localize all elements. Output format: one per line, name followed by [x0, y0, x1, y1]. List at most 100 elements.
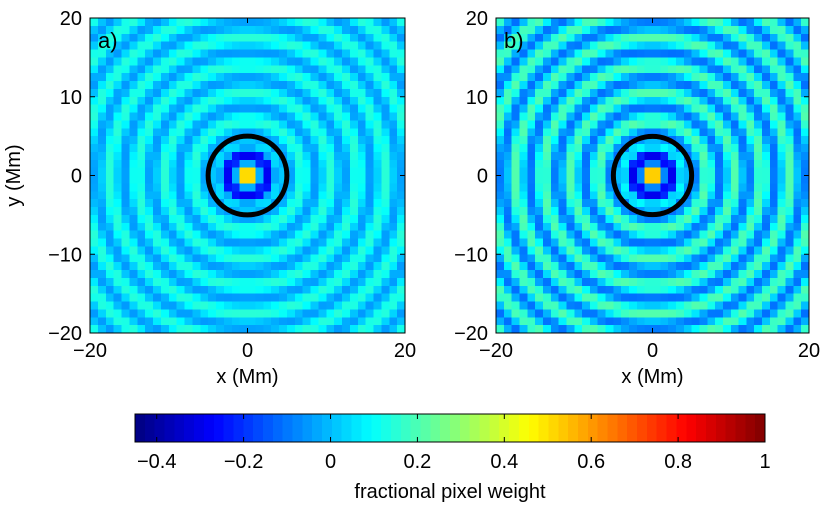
heatmap-cell: [621, 277, 630, 287]
heatmap-cell: [558, 144, 568, 153]
heatmap-cell: [652, 183, 661, 192]
heatmap-cell: [589, 309, 599, 318]
heatmap-cell: [279, 325, 288, 334]
heatmap-cell: [519, 325, 528, 334]
heatmap-cell: [137, 120, 146, 129]
heatmap-cell: [389, 136, 398, 145]
heatmap-cell: [200, 81, 209, 90]
heatmap-cell: [746, 222, 755, 232]
heatmap-cell: [137, 96, 146, 106]
heatmap-cell: [247, 120, 256, 129]
heatmap-cell: [605, 151, 614, 161]
heatmap-cell: [121, 73, 130, 82]
heatmap-cell: [652, 301, 661, 310]
heatmap-cell: [176, 49, 186, 58]
heatmap-cell: [318, 81, 327, 90]
heatmap-cell: [263, 159, 272, 169]
heatmap-cell: [216, 73, 225, 82]
heatmap-cell: [527, 120, 536, 129]
heatmap-cell: [200, 254, 209, 263]
heatmap-cell: [397, 199, 406, 208]
heatmap-cell: [168, 144, 178, 153]
heatmap-cell: [373, 191, 382, 200]
heatmap-cell: [605, 262, 614, 271]
heatmap-cell: [777, 175, 787, 184]
heatmap-cell: [683, 41, 693, 51]
heatmap-cell: [129, 191, 138, 200]
heatmap-cell: [574, 49, 583, 58]
heatmap-cell: [801, 151, 810, 161]
heatmap-cell: [629, 73, 638, 82]
heatmap-cell: [239, 112, 249, 121]
heatmap-cell: [675, 191, 685, 200]
heatmap-cell: [279, 270, 288, 279]
heatmap-cell: [707, 293, 716, 303]
colorbar-tick-label: 0.6: [577, 451, 605, 473]
heatmap-cell: [349, 88, 359, 98]
heatmap-cell: [373, 207, 382, 216]
heatmap-cell: [722, 18, 732, 27]
heatmap-cell: [629, 96, 638, 106]
heatmap-cell: [699, 293, 708, 303]
heatmap-cell: [715, 222, 724, 232]
heatmap-cell: [707, 207, 716, 216]
heatmap-cell: [636, 199, 646, 208]
heatmap-cell: [535, 199, 544, 208]
heatmap-cell: [722, 254, 732, 263]
heatmap-cell: [636, 325, 646, 334]
heatmap-cell: [582, 254, 591, 263]
heatmap-cell: [168, 325, 178, 334]
heatmap-cell: [302, 254, 312, 263]
heatmap-cell: [691, 33, 701, 43]
heatmap-cell: [660, 270, 669, 279]
heatmap-cell: [636, 33, 646, 43]
heatmap-cell: [200, 57, 209, 66]
heatmap-cell: [660, 214, 669, 224]
heatmap-cell: [286, 191, 296, 200]
heatmap-cell: [503, 246, 513, 255]
heatmap-cell: [389, 81, 398, 90]
heatmap-cell: [255, 18, 264, 27]
heatmap-cell: [535, 96, 544, 106]
heatmap-cell: [793, 238, 802, 247]
heatmap-cell: [519, 18, 528, 27]
heatmap-cell: [121, 112, 130, 121]
heatmap-cell: [168, 277, 178, 287]
heatmap-cell: [754, 151, 763, 161]
heatmap-cell: [302, 65, 312, 74]
heatmap-cell: [153, 301, 162, 310]
heatmap-cell: [137, 254, 146, 263]
heatmap-cell: [636, 175, 646, 184]
heatmap-cell: [176, 317, 186, 326]
heatmap-cell: [373, 25, 382, 35]
heatmap-cell: [247, 293, 256, 303]
heatmap-cell: [582, 277, 591, 287]
heatmap-cell: [397, 159, 406, 169]
heatmap-cell: [605, 73, 614, 82]
heatmap-cell: [216, 65, 225, 74]
heatmap-cell: [200, 199, 209, 208]
heatmap-cell: [762, 65, 771, 74]
heatmap-cell: [668, 128, 677, 137]
heatmap-cell: [496, 238, 505, 247]
heatmap-cell: [722, 175, 732, 184]
heatmap-cell: [730, 18, 740, 27]
heatmap-cell: [160, 309, 170, 318]
heatmap-cell: [589, 175, 599, 184]
heatmap-cell: [279, 73, 288, 82]
heatmap-cell: [113, 128, 123, 137]
heatmap-cell: [644, 128, 654, 137]
heatmap-cell: [558, 120, 568, 129]
heatmap-cell: [176, 246, 186, 255]
colorbar-step: [390, 414, 402, 442]
heatmap-cell: [192, 120, 201, 129]
heatmap-cell: [160, 222, 170, 232]
heatmap-cell: [160, 57, 170, 66]
heatmap-cell: [302, 96, 312, 106]
heatmap-cell: [722, 65, 732, 74]
heatmap-cell: [589, 96, 599, 106]
heatmap-cell: [793, 120, 802, 129]
heatmap-cell: [255, 96, 264, 106]
heatmap-cell: [153, 270, 162, 279]
heatmap-cell: [660, 293, 669, 303]
